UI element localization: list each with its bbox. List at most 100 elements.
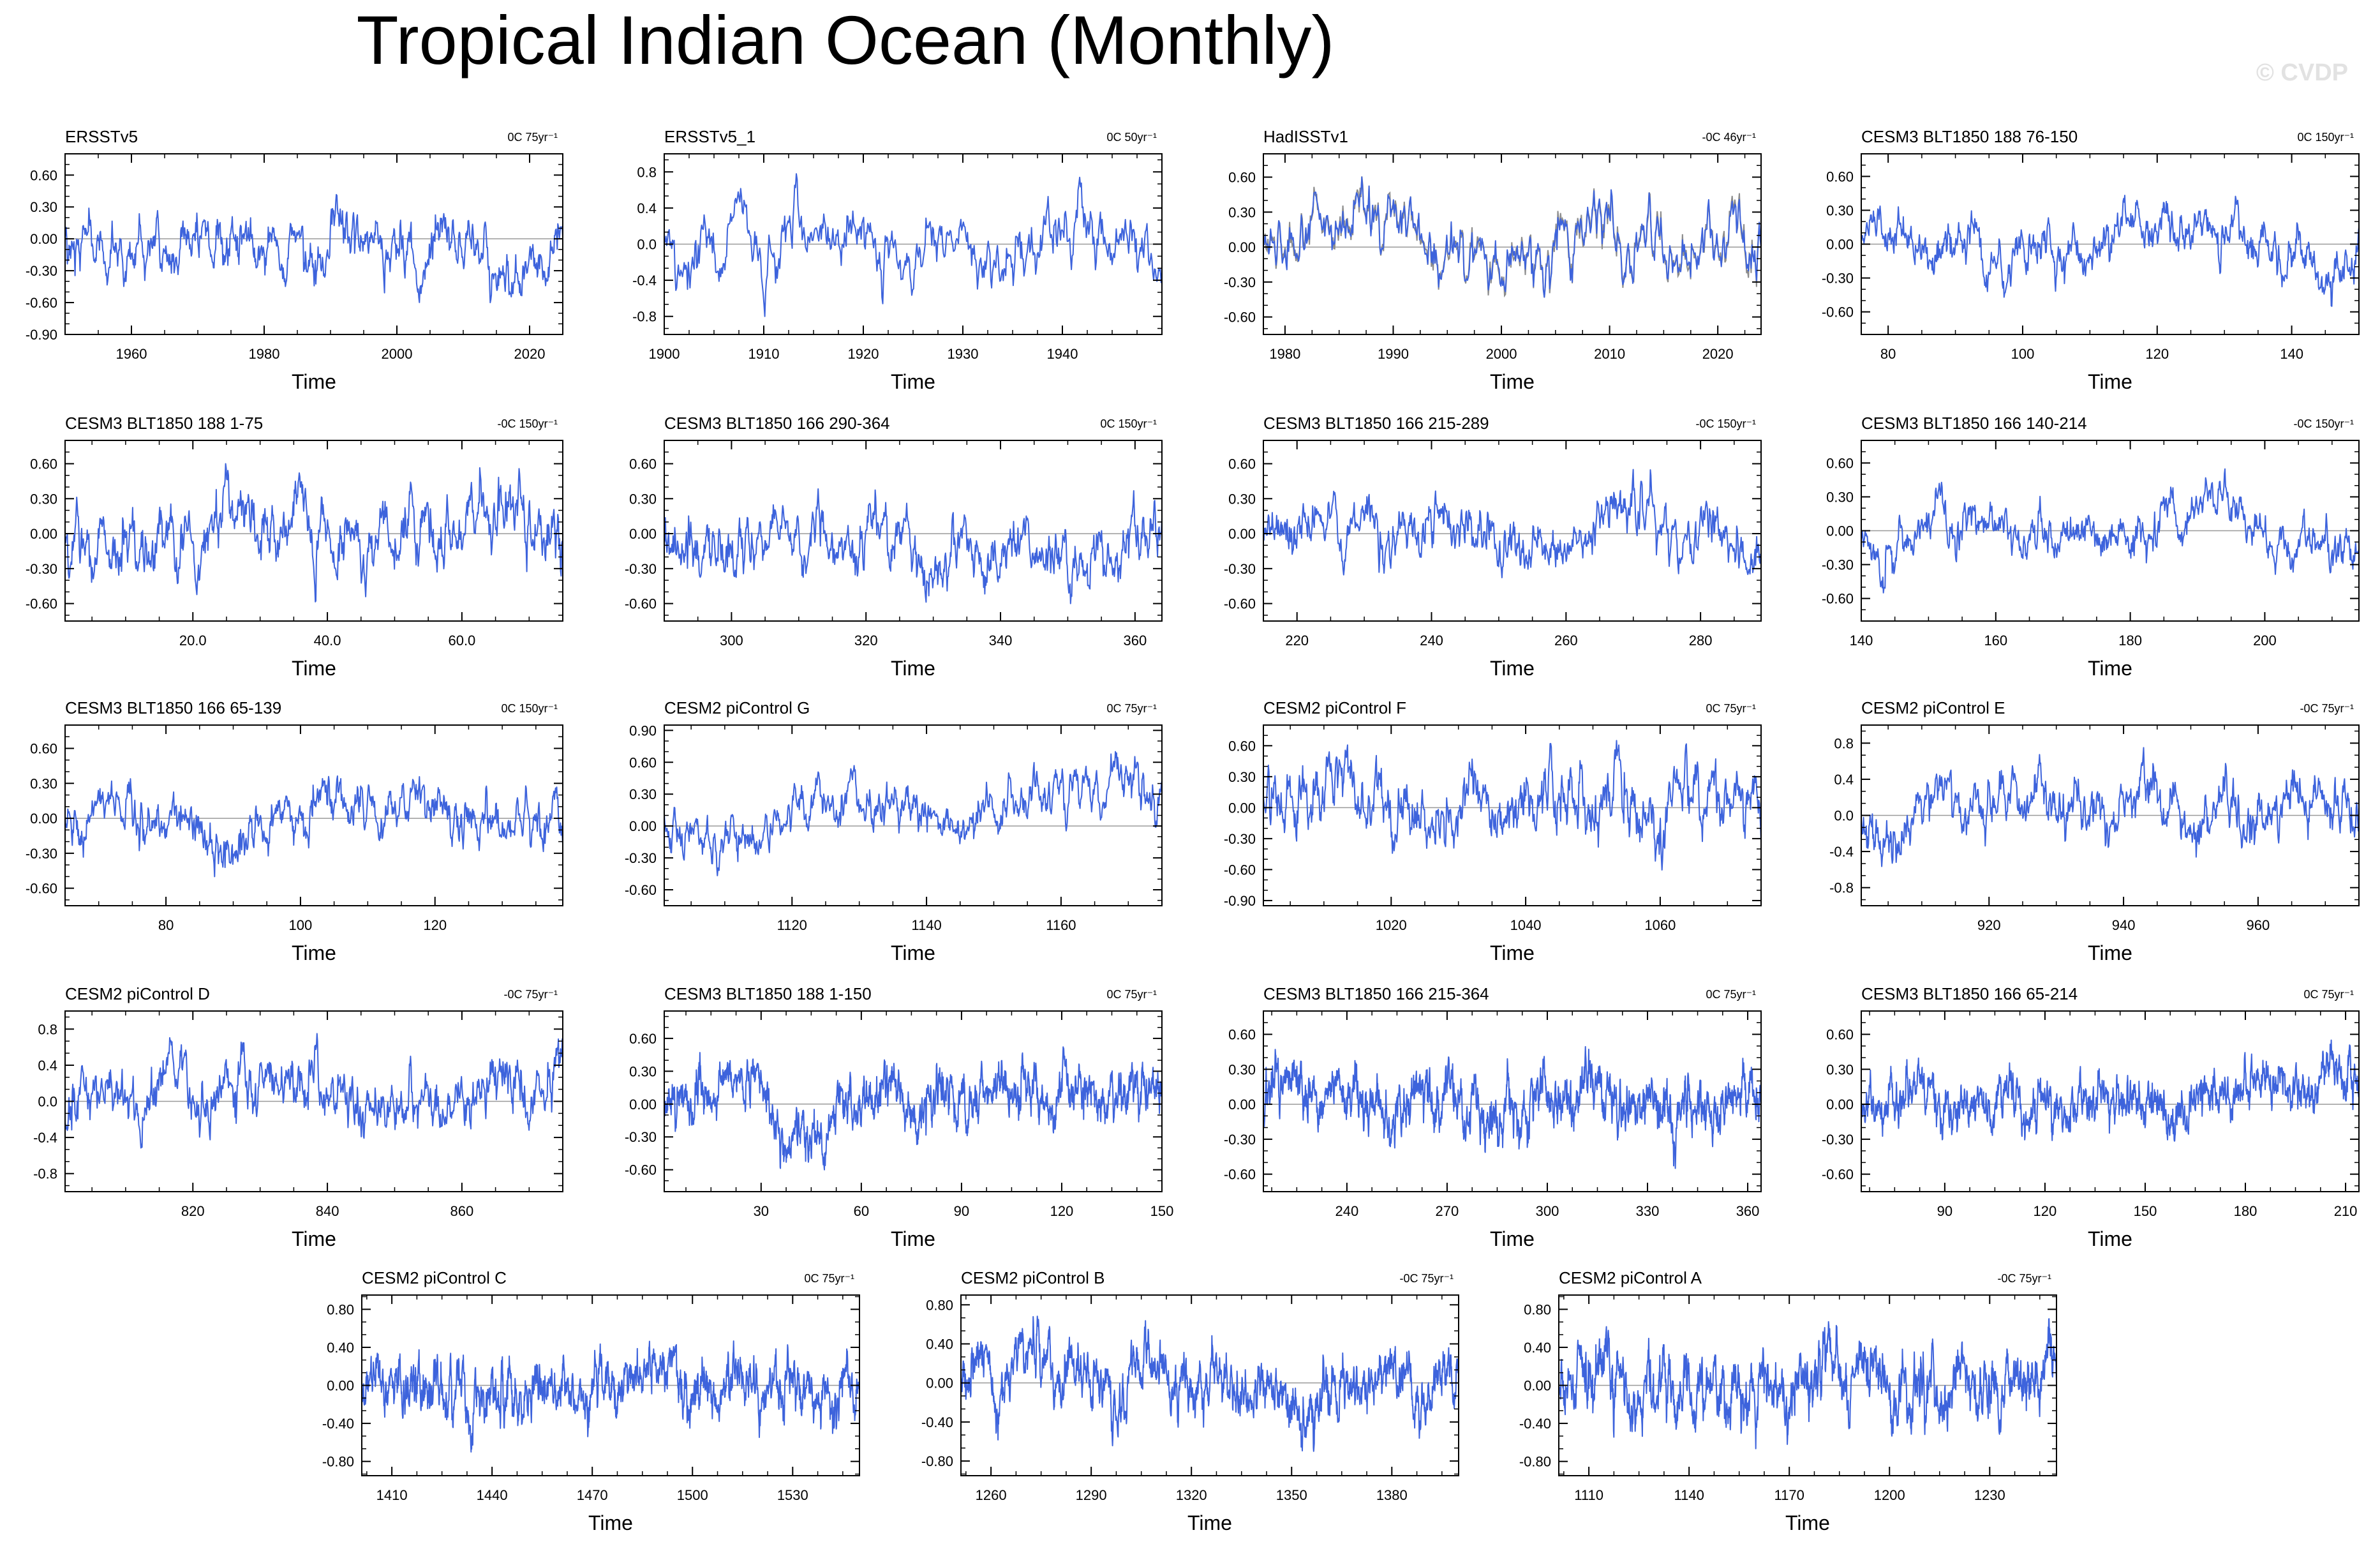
series-line xyxy=(664,173,1163,317)
y-tick-label: 0.30 xyxy=(1228,204,1256,220)
y-tick-label: 0.60 xyxy=(30,741,57,757)
trend-label: 0C 150yr⁻¹ xyxy=(501,702,558,715)
y-tick-label: 0.30 xyxy=(1826,202,1854,218)
x-tick-label: 40.0 xyxy=(314,633,341,648)
y-tick-label: -0.40 xyxy=(921,1414,953,1430)
chart-panel-1: ERSSTv5 0C 75yr⁻¹ -0.90 -0.60 -0.30 0.00 0.30 0… xyxy=(26,127,563,393)
plot-frame xyxy=(1263,440,1762,622)
y-tick-label: 0.30 xyxy=(629,1063,657,1079)
series-line xyxy=(64,1033,563,1149)
chart-panel-9: CESM3 BLT1850 166 65-139 0C 150yr⁻¹ -0.60 -… xyxy=(26,698,563,964)
y-tick-label: -0.60 xyxy=(26,881,57,897)
chart-panel-11: CESM2 piControl F 0C 75yr⁻¹ -0.90 -0.60 -0.3… xyxy=(1224,698,1762,964)
trend-label: -0C 150yr⁻¹ xyxy=(2293,417,2354,430)
x-tick-label: 820 xyxy=(181,1203,205,1219)
x-tick-label: 260 xyxy=(1554,633,1578,648)
x-tick-label: 150 xyxy=(2134,1203,2157,1219)
y-tick-label: -0.60 xyxy=(26,295,57,311)
x-axis-label: Time xyxy=(292,370,336,393)
panel-title: CESM3 BLT1850 188 1-75 xyxy=(65,414,263,433)
series-line xyxy=(664,488,1163,604)
chart-panel-7: CESM3 BLT1850 166 215-289 -0C 150yr⁻¹ -0.6… xyxy=(1224,414,1762,680)
panel-title: CESM2 piControl G xyxy=(664,698,810,717)
y-tick-label: 0.00 xyxy=(1228,239,1256,255)
chart-panel-13: CESM2 piControl D -0C 75yr⁻¹ -0.8 -0.4 0.0 0.… xyxy=(33,984,563,1250)
trend-label: 0C 50yr⁻¹ xyxy=(1106,131,1157,144)
y-tick-label: 0.0 xyxy=(1834,808,1854,824)
y-tick-label: -0.60 xyxy=(625,596,657,612)
trend-label: 0C 150yr⁻¹ xyxy=(2297,131,2354,144)
x-tick-label: 320 xyxy=(854,633,878,648)
y-tick-label: 0.00 xyxy=(30,811,57,827)
x-tick-label: 90 xyxy=(1937,1203,1952,1219)
series-line xyxy=(1558,1318,2057,1450)
y-tick-label: -0.30 xyxy=(1224,831,1256,847)
x-tick-label: 1200 xyxy=(1874,1487,1905,1503)
y-tick-label: 0.80 xyxy=(327,1301,354,1317)
series-line xyxy=(1861,468,2360,594)
x-axis-label: Time xyxy=(2088,657,2132,680)
y-tick-label: 0.00 xyxy=(327,1378,354,1394)
y-tick-label: 0.00 xyxy=(30,526,57,542)
y-tick-label: 0.8 xyxy=(38,1021,57,1037)
y-tick-label: 0.0 xyxy=(38,1094,57,1110)
y-tick-label: 0.00 xyxy=(629,526,657,542)
y-tick-label: 0.60 xyxy=(30,167,57,183)
panel-title: CESM3 BLT1850 166 140-214 xyxy=(1861,414,2087,433)
y-tick-label: 0.00 xyxy=(1826,237,1854,253)
y-tick-label: 0.60 xyxy=(629,456,657,472)
x-tick-label: 1980 xyxy=(1269,346,1300,362)
x-tick-label: 1960 xyxy=(116,346,147,362)
panel-title: ERSSTv5 xyxy=(65,127,138,146)
x-tick-label: 1530 xyxy=(777,1487,808,1503)
series-line xyxy=(1263,468,1762,578)
x-axis-label: Time xyxy=(2088,370,2132,393)
y-tick-label: 0.00 xyxy=(1228,526,1256,542)
x-tick-label: 860 xyxy=(450,1203,474,1219)
y-tick-label: 0.60 xyxy=(1826,1027,1854,1043)
chart-panel-15: CESM3 BLT1850 166 215-364 0C 75yr⁻¹ -0.60 -… xyxy=(1224,984,1762,1250)
y-tick-label: -0.30 xyxy=(1822,271,1854,287)
y-tick-label: 0.00 xyxy=(1826,1097,1854,1113)
plot-frame xyxy=(960,1294,1459,1476)
x-tick-label: 300 xyxy=(1536,1203,1559,1219)
y-tick-label: -0.30 xyxy=(1822,557,1854,573)
plot-frame xyxy=(1263,153,1762,335)
x-tick-label: 360 xyxy=(1123,633,1147,648)
x-tick-label: 300 xyxy=(720,633,743,648)
chart-panel-16: CESM3 BLT1850 166 65-214 0C 75yr⁻¹ -0.60 -0… xyxy=(1822,984,2360,1250)
y-tick-label: 0.4 xyxy=(38,1058,57,1074)
y-tick-label: 0.60 xyxy=(1228,738,1256,754)
panel-title: CESM2 piControl F xyxy=(1263,698,1406,717)
series-line xyxy=(64,463,563,603)
plot-frame xyxy=(1861,1010,2360,1192)
x-tick-label: 1500 xyxy=(677,1487,708,1503)
y-tick-label: -0.8 xyxy=(632,309,657,325)
chart-panel-18: CESM2 piControl B -0C 75yr⁻¹ -0.80 -0.40 0.0… xyxy=(921,1268,1459,1534)
x-axis-label: Time xyxy=(292,657,336,680)
plot-frame xyxy=(64,724,563,906)
y-tick-label: -0.30 xyxy=(1224,274,1256,290)
panel-title: ERSSTv5_1 xyxy=(664,127,755,146)
x-axis-label: Time xyxy=(1490,370,1535,393)
trend-label: 0C 150yr⁻¹ xyxy=(1100,417,1157,430)
x-tick-label: 1170 xyxy=(1774,1487,1804,1503)
trend-label: 0C 75yr⁻¹ xyxy=(2303,988,2354,1001)
plot-frame xyxy=(664,1010,1163,1192)
x-tick-label: 1160 xyxy=(1046,917,1076,933)
y-tick-label: -0.4 xyxy=(33,1130,57,1146)
chart-panel-8: CESM3 BLT1850 166 140-214 -0C 150yr⁻¹ -0.6… xyxy=(1822,414,2360,680)
x-tick-label: 330 xyxy=(1636,1203,1660,1219)
x-tick-label: 1410 xyxy=(376,1487,408,1503)
y-tick-label: -0.80 xyxy=(1519,1454,1551,1470)
panel-title: CESM3 BLT1850 166 290-364 xyxy=(664,414,890,433)
panel-title: CESM3 BLT1850 188 1-150 xyxy=(664,984,872,1003)
x-tick-label: 180 xyxy=(2118,633,2142,648)
y-tick-label: 0.00 xyxy=(1228,1097,1256,1113)
x-tick-label: 360 xyxy=(1736,1203,1760,1219)
trend-label: -0C 150yr⁻¹ xyxy=(1695,417,1756,430)
x-tick-label: 1060 xyxy=(1644,917,1676,933)
x-tick-label: 120 xyxy=(423,917,447,933)
x-tick-label: 1380 xyxy=(1376,1487,1408,1503)
y-tick-label: 0.00 xyxy=(629,1097,657,1113)
